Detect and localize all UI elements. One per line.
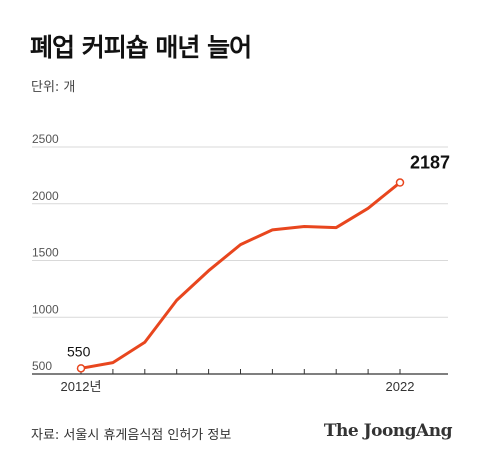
chart-title: 폐업 커피숍 매년 늘어 [30, 33, 252, 62]
y-tick-label: 1000 [32, 302, 59, 316]
y-axis-ticks: 500 1000 1500 2000 2500 [32, 132, 59, 373]
series-line-path [79, 181, 402, 370]
unit-label: 단위: 개 [31, 80, 76, 95]
y-tick-label: 2000 [32, 189, 59, 203]
y-tick-label: 500 [32, 359, 52, 373]
grid-lines [32, 146, 448, 318]
y-tick-label: 1500 [32, 246, 59, 260]
data-label: 2187 [410, 153, 450, 173]
data-point [395, 178, 405, 187]
series-line [76, 178, 405, 373]
source-note: 자료: 서울시 휴게음식점 인허가 정보 [31, 428, 232, 443]
data-label: 550 [67, 343, 91, 359]
x-axis: 2012년 2022 [32, 369, 448, 394]
x-tick-label: 2022 [386, 379, 415, 394]
brand-logo: The JoongAng [323, 421, 453, 441]
y-tick-label: 2500 [32, 132, 59, 146]
data-point [76, 364, 86, 373]
data-labels: 550 2187 [67, 153, 450, 360]
line-chart: 500 1000 1500 2000 2500 2012년 2022 550 2187 [32, 132, 450, 394]
x-tick-label: 2012년 [61, 379, 102, 394]
